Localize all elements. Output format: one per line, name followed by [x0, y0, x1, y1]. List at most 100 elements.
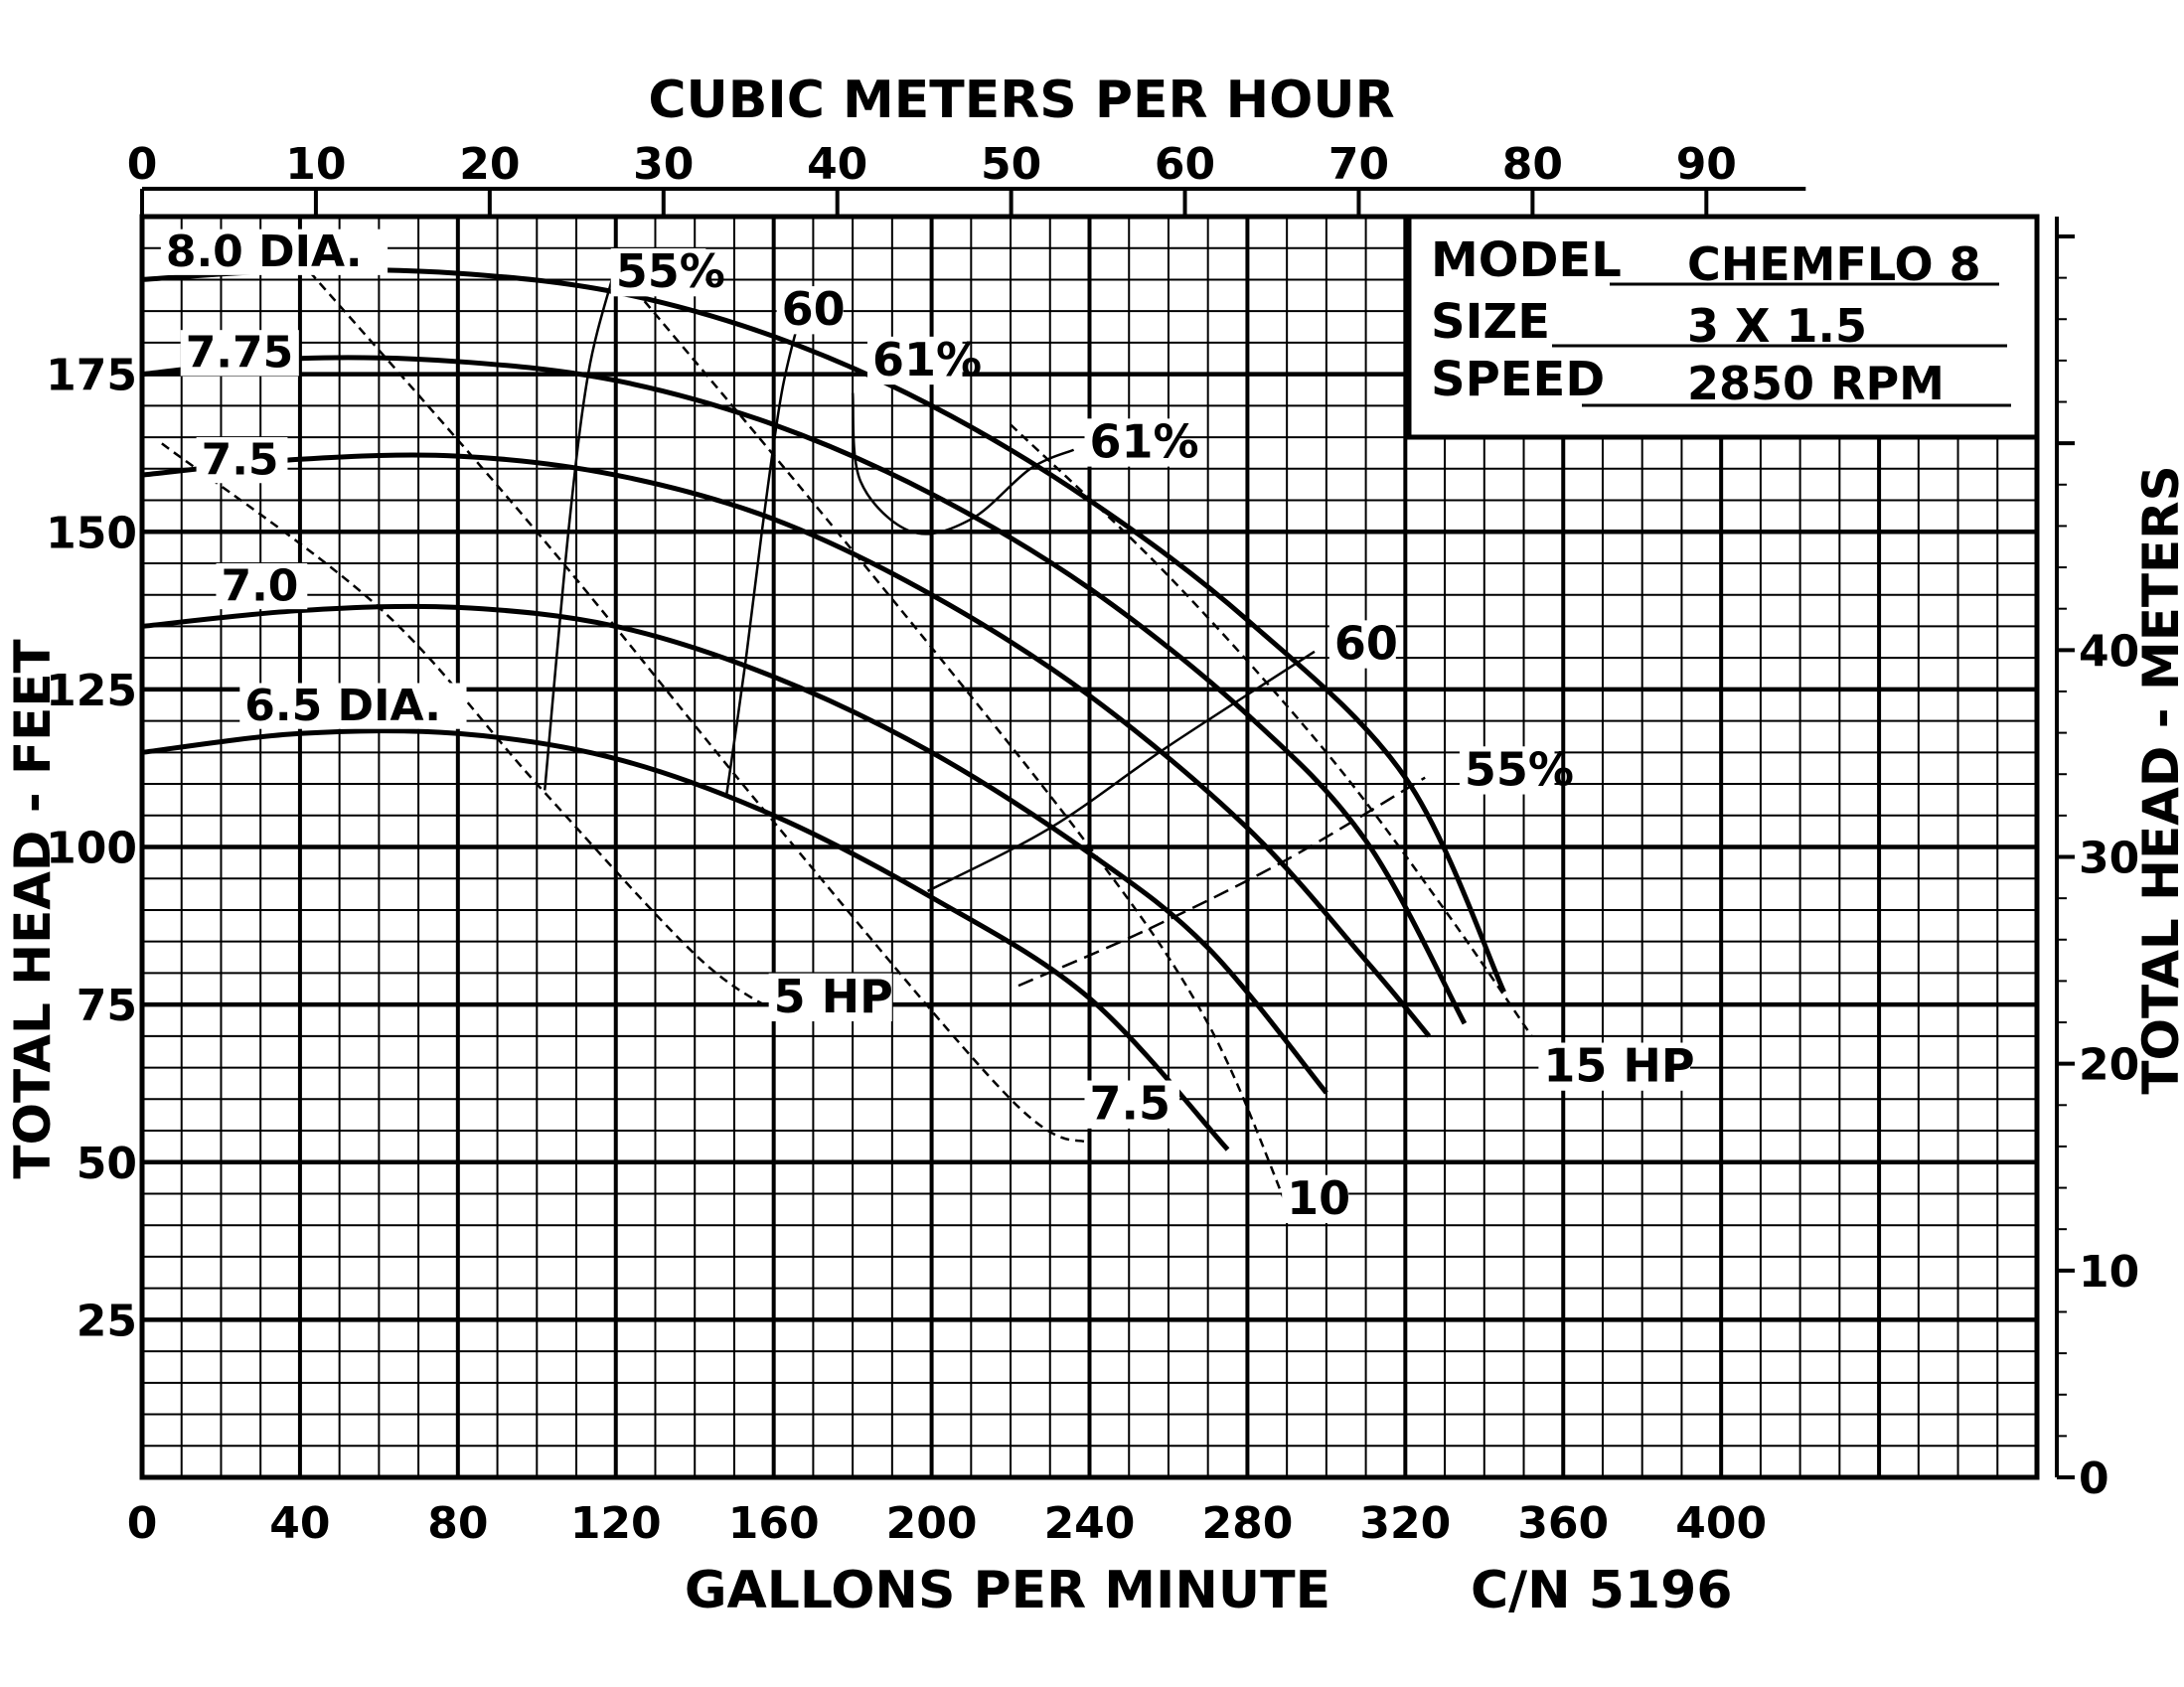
x-tick-label: 80: [427, 1498, 488, 1549]
efficiency-line: [1017, 776, 1426, 988]
impeller-curve: [141, 728, 1230, 1151]
x2-tick-label: 90: [1676, 139, 1737, 190]
x-tick-label: 280: [1201, 1498, 1293, 1549]
y-tick-label: 100: [46, 824, 137, 874]
y2-tick-label: 30: [2079, 833, 2139, 883]
impeller-curve: [141, 266, 1506, 994]
y-tick-label: 75: [77, 981, 137, 1031]
impeller-curve-label: 7.0: [216, 560, 308, 611]
y2-tick-label: 40: [2079, 626, 2139, 677]
annotation-label: 5 HP: [768, 970, 893, 1023]
size-label: SIZE: [1431, 294, 1550, 350]
horsepower-line: [614, 265, 1289, 1207]
label-text: 6.5 DIA.: [244, 681, 441, 731]
label-text: 55%: [1465, 742, 1574, 796]
annotation-label: 60: [1328, 616, 1398, 670]
annotation-label: 15 HP: [1538, 1039, 1695, 1093]
label-text: 7.75: [186, 328, 294, 379]
label-background: [610, 248, 706, 297]
x-tick-label: 120: [570, 1498, 662, 1549]
x2-tick-label: 10: [285, 139, 346, 190]
impeller-curve-label: 6.5 DIA.: [239, 681, 467, 731]
x2-tick-label: 40: [807, 139, 867, 190]
chart-grid: [139, 214, 2040, 1480]
label-background: [866, 336, 963, 385]
model-value: CHEMFLO 8: [1687, 237, 1981, 291]
x-tick-label: 320: [1359, 1498, 1451, 1549]
label-text: 8.0 DIA.: [166, 227, 363, 277]
x2-tick-label: 70: [1328, 139, 1389, 190]
y2-tick-label: 20: [2079, 1040, 2139, 1091]
annotation-label: 55%: [1459, 742, 1574, 796]
impeller-curve-label: 7.75: [180, 328, 299, 379]
label-background: [196, 437, 288, 484]
x2-tick-label: 50: [981, 139, 1041, 190]
x-axis-title: GALLONS PER MINUTE: [685, 1561, 1330, 1620]
impeller-curve: [141, 603, 1328, 1095]
y2-tick-label: 10: [2079, 1247, 2139, 1298]
efficiency-line: [851, 392, 1075, 536]
x-tick-label: 160: [728, 1498, 820, 1549]
catalog-number: C/N 5196: [1471, 1561, 1733, 1620]
label-background: [1282, 1174, 1349, 1224]
label-background: [1328, 620, 1396, 669]
impeller-curves: 8.0 DIA. 7.75 7.5 7.0 6.5 DIA.: [141, 227, 1506, 1151]
label-background: [216, 562, 308, 610]
x2-tick-label: 20: [459, 139, 520, 190]
impeller-curve-label: 7.5: [196, 434, 288, 485]
label-text: 61%: [872, 333, 982, 386]
x-tick-label: 240: [1044, 1498, 1136, 1549]
impeller-curve: [141, 355, 1468, 1025]
size-value: 3 X 1.5: [1687, 299, 1867, 353]
efficiency-line: [927, 650, 1316, 893]
x2-tick-label: 0: [127, 139, 158, 190]
label-background: [768, 973, 892, 1021]
y-tick-label: 150: [46, 508, 137, 558]
label-text: 10: [1287, 1171, 1350, 1225]
efficiency-line: [543, 279, 613, 791]
impeller-curve-label: 8.0 DIA.: [160, 227, 389, 277]
x2-tick-label: 80: [1502, 139, 1563, 190]
label-background: [776, 286, 844, 335]
annotation-label: 10: [1282, 1171, 1350, 1225]
annotation-label: 60: [776, 282, 846, 336]
label-text: 61%: [1090, 414, 1199, 468]
label-text: 60: [1334, 616, 1398, 670]
horsepower-lines: [161, 259, 1533, 1207]
horsepower-line: [298, 259, 1091, 1145]
speed-label: SPEED: [1431, 352, 1605, 407]
y2-tick-label: 0: [2079, 1454, 2109, 1504]
label-background: [1459, 746, 1555, 795]
label-text: 60: [782, 282, 846, 336]
y-tick-label: 175: [46, 351, 137, 401]
y-tick-label: 50: [77, 1139, 137, 1189]
label-text: 7.5: [202, 434, 279, 485]
speed-value: 2850 RPM: [1687, 357, 1945, 410]
annotation-label: 61%: [866, 333, 982, 386]
horsepower-line: [1010, 423, 1533, 1037]
top-axis-title: CUBIC METERS PER HOUR: [648, 71, 1394, 130]
x-tick-label: 200: [886, 1498, 978, 1549]
model-label: MODEL: [1431, 232, 1622, 288]
x-tick-label: 360: [1517, 1498, 1609, 1549]
impeller-curve: [141, 452, 1432, 1038]
label-text: 15 HP: [1543, 1039, 1694, 1093]
x-tick-label: 40: [269, 1498, 330, 1549]
y-tick-label: 125: [46, 666, 137, 716]
efficiency-line: [724, 310, 803, 797]
label-text: 55%: [616, 244, 725, 298]
curve-annotations: 55% 60 61% 61% 60 55% 5 HP 7.5 10 15 HP: [610, 244, 1695, 1225]
label-text: 5 HP: [774, 970, 893, 1023]
x2-tick-label: 30: [633, 139, 694, 190]
axis-ticks: 0 40 80 120 160 200 240 280 320 360 400 0 10 20 30 40 50…: [46, 139, 2139, 1549]
y-axis-title: TOTAL HEAD - FEET: [4, 639, 62, 1178]
x-tick-label: 400: [1675, 1498, 1767, 1549]
label-background: [1084, 1080, 1180, 1129]
label-background: [160, 229, 389, 275]
y2-axis-title: TOTAL HEAD - METERS: [2132, 465, 2184, 1094]
efficiency-lines: [543, 279, 1426, 988]
x2-tick-label: 60: [1155, 139, 1215, 190]
annotation-label: 55%: [610, 244, 725, 298]
info-box: MODEL CHEMFLO 8 SIZE 3 X 1.5 SPEED 2850 …: [1406, 214, 2040, 440]
